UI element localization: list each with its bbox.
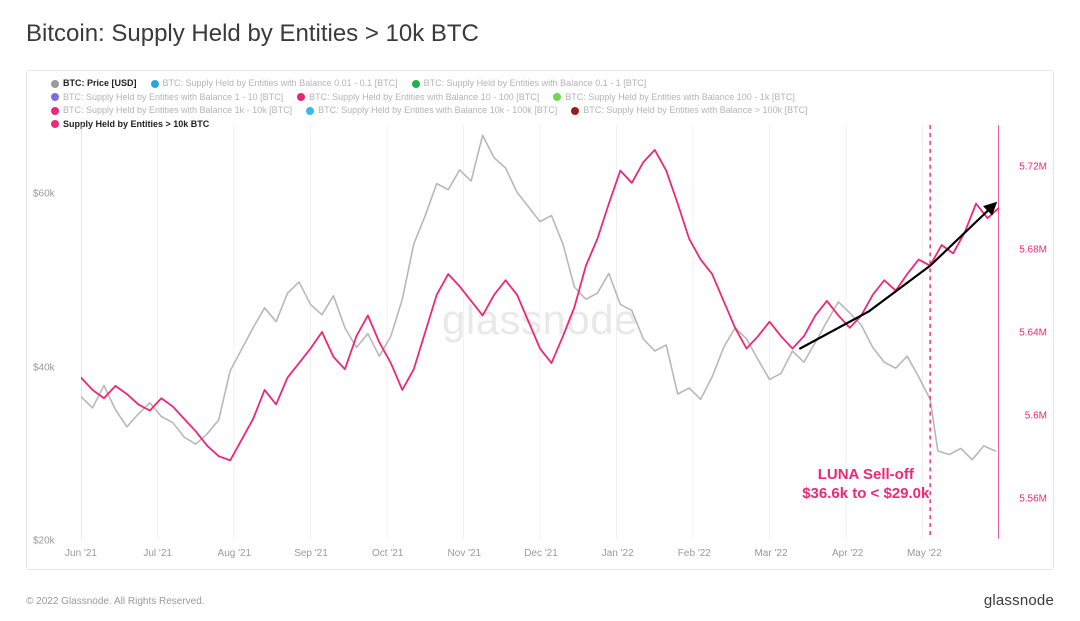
copyright: © 2022 Glassnode. All Rights Reserved. [26,596,205,607]
legend-label: BTC: Supply Held by Entities with Balanc… [63,104,292,118]
y-right-tick: 5.72M [1019,161,1047,172]
legend-item: BTC: Supply Held by Entities with Balanc… [553,91,795,105]
x-tick: Aug '21 [218,548,252,559]
legend-label: BTC: Supply Held by Entities with Balanc… [583,104,807,118]
legend-swatch [306,107,314,115]
x-tick: Apr '22 [832,548,863,559]
x-tick: Jun '21 [65,548,97,559]
x-tick: Nov '21 [448,548,482,559]
legend-swatch [553,93,561,101]
legend-swatch [51,120,59,128]
legend-label: BTC: Supply Held by Entities with Balanc… [424,77,647,91]
legend-item: BTC: Supply Held by Entities with Balanc… [306,104,557,118]
y-right-tick: 5.68M [1019,244,1047,255]
legend-label: BTC: Supply Held by Entities with Balanc… [565,91,795,105]
legend-item: BTC: Price [USD] [51,77,137,91]
x-tick: Mar '22 [754,548,787,559]
legend-label: BTC: Price [USD] [63,77,137,91]
legend-item: BTC: Supply Held by Entities with Balanc… [297,91,539,105]
legend-swatch [151,80,159,88]
y-right-tick: 5.64M [1019,328,1047,339]
x-tick: May '22 [907,548,942,559]
x-tick: Dec '21 [524,548,558,559]
legend-item: BTC: Supply Held by Entities with Balanc… [51,91,283,105]
y-left-tick: $40k [33,362,55,373]
chart-legend: BTC: Price [USD]BTC: Supply Held by Enti… [51,77,1029,131]
chart-frame: BTC: Price [USD]BTC: Supply Held by Enti… [26,70,1054,570]
x-tick: Jan '22 [602,548,634,559]
x-tick: Jul '21 [143,548,172,559]
legend-label: BTC: Supply Held by Entities with Balanc… [63,91,283,105]
y-left-tick: $20k [33,536,55,547]
legend-item: BTC: Supply Held by Entities with Balanc… [51,104,292,118]
x-tick: Sep '21 [294,548,328,559]
luna-annotation: LUNA Sell-off $36.6k to < $29.0k [802,466,929,504]
legend-swatch [297,93,305,101]
x-tick: Feb '22 [678,548,711,559]
brand-logo: glassnode [984,592,1054,609]
y-right-tick: 5.6M [1025,411,1047,422]
legend-label: BTC: Supply Held by Entities with Balanc… [318,104,557,118]
luna-annotation-line1: LUNA Sell-off [802,466,929,485]
chart-title: Bitcoin: Supply Held by Entities > 10k B… [26,20,479,48]
legend-item: BTC: Supply Held by Entities with Balanc… [151,77,398,91]
legend-item: BTC: Supply Held by Entities with Balanc… [571,104,807,118]
luna-annotation-line2: $36.6k to < $29.0k [802,485,929,504]
legend-label: BTC: Supply Held by Entities with Balanc… [163,77,398,91]
legend-swatch [51,93,59,101]
legend-swatch [51,80,59,88]
legend-item: BTC: Supply Held by Entities with Balanc… [412,77,647,91]
legend-swatch [571,107,579,115]
y-left-tick: $60k [33,189,55,200]
x-tick: Oct '21 [372,548,403,559]
legend-swatch [412,80,420,88]
legend-label: BTC: Supply Held by Entities with Balanc… [309,91,539,105]
y-right-tick: 5.56M [1019,494,1047,505]
legend-swatch [51,107,59,115]
